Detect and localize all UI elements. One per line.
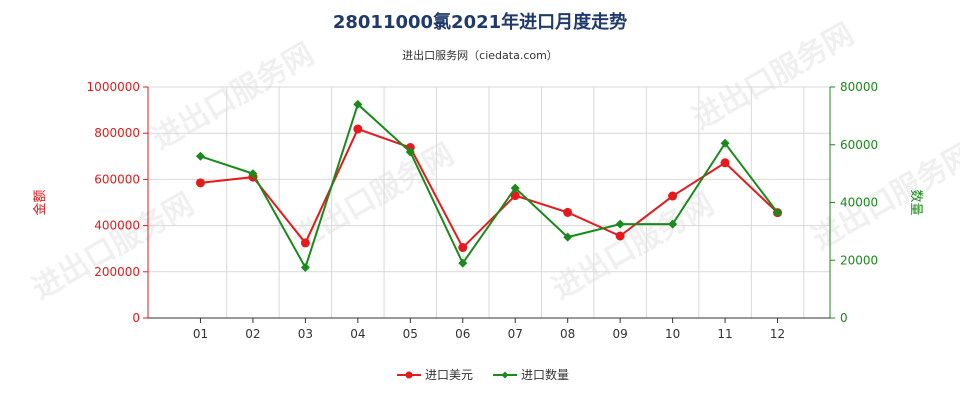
watermark-text: 进出口服务网 xyxy=(687,17,860,137)
legend-swatch-marker xyxy=(501,371,509,379)
x-tick-label: 03 xyxy=(298,327,313,341)
series-point-2 xyxy=(248,169,258,179)
chart-subtitle: 进出口服务网（ciedata.com） xyxy=(402,48,558,62)
series-point-2 xyxy=(563,232,573,242)
y-left-tick-label: 400000 xyxy=(94,219,140,233)
series-point-1 xyxy=(615,231,625,241)
series-point-2 xyxy=(405,147,415,157)
watermark-text: 进出口服务网 xyxy=(147,37,320,157)
legend-swatch-marker xyxy=(405,371,413,379)
x-tick-label: 12 xyxy=(770,327,785,341)
watermark-text: 进出口服务网 xyxy=(547,187,720,307)
series-point-1 xyxy=(300,238,310,248)
series-point-1 xyxy=(563,207,573,217)
series-point-2 xyxy=(300,262,310,272)
series-point-2 xyxy=(458,258,468,268)
y-right-tick-label: 0 xyxy=(840,311,848,325)
series-point-1 xyxy=(195,178,205,188)
x-tick-label: 10 xyxy=(665,327,680,341)
legend-label: 进口数量 xyxy=(521,367,569,382)
series-point-1 xyxy=(458,243,468,253)
y-axis-left-title: 金额 xyxy=(32,189,48,215)
x-tick-label: 05 xyxy=(403,327,418,341)
series-point-1 xyxy=(510,191,520,201)
x-tick-label: 06 xyxy=(455,327,470,341)
chart-title: 28011000氯2021年进口月度走势 xyxy=(333,11,627,33)
y-right-tick-label: 20000 xyxy=(840,253,878,267)
y-right-tick-label: 80000 xyxy=(840,80,878,94)
series-point-2 xyxy=(773,208,783,218)
plot-area: 0 200000 400000 600000 800000 1000000 0 20000 40… xyxy=(32,80,923,341)
y-left-tick-label: 600000 xyxy=(94,172,140,186)
y-left-tick-label: 0 xyxy=(132,311,140,325)
series-line-2 xyxy=(200,102,779,270)
x-tick-label: 04 xyxy=(350,327,365,341)
y-left-tick-label: 200000 xyxy=(94,265,140,279)
x-tick-label: 09 xyxy=(613,327,628,341)
series-point-1 xyxy=(720,158,730,168)
y-left-tick-label: 1000000 xyxy=(87,80,140,94)
series-point-2 xyxy=(668,219,678,229)
watermark-text: 进出口服务网 xyxy=(287,137,460,257)
legend-label: 进口美元 xyxy=(425,368,473,382)
x-tick-label: 01 xyxy=(193,327,208,341)
series-point-1 xyxy=(353,124,363,134)
series-point-2 xyxy=(720,138,730,148)
series-point-2 xyxy=(615,219,625,229)
x-tick-label: 02 xyxy=(245,327,260,341)
y-right-tick-label: 40000 xyxy=(840,196,878,210)
series-point-2 xyxy=(510,183,520,193)
series-point-2 xyxy=(353,99,363,109)
series-line-1 xyxy=(200,127,779,250)
legend: 进口美元 进口数量 xyxy=(397,367,569,382)
series-point-2 xyxy=(195,151,205,161)
series-point-1 xyxy=(668,191,678,201)
watermark-text: 进出口服务网 xyxy=(27,187,200,307)
y-left-tick-label: 800000 xyxy=(94,126,140,140)
x-tick-label: 08 xyxy=(560,327,575,341)
y-right-tick-label: 60000 xyxy=(840,138,878,152)
x-tick-label: 11 xyxy=(717,327,732,341)
y-axis-right-title: 数量 xyxy=(908,189,923,215)
x-tick-label: 07 xyxy=(508,327,523,341)
